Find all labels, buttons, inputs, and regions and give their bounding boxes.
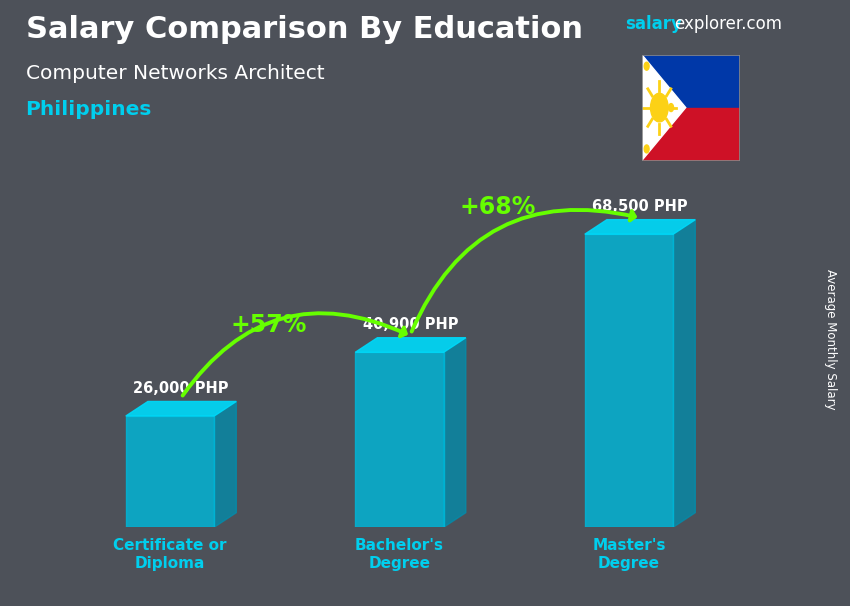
Bar <box>126 416 214 527</box>
Bar <box>642 55 740 108</box>
Polygon shape <box>214 401 236 527</box>
Bar <box>642 108 740 161</box>
Text: 26,000 PHP: 26,000 PHP <box>133 381 229 396</box>
Text: Philippines: Philippines <box>26 100 152 119</box>
Text: explorer.com: explorer.com <box>674 15 782 33</box>
Bar <box>585 234 673 527</box>
Polygon shape <box>642 55 686 161</box>
Polygon shape <box>126 401 236 416</box>
Text: Computer Networks Architect: Computer Networks Architect <box>26 64 324 82</box>
Polygon shape <box>355 338 466 352</box>
Polygon shape <box>585 219 695 234</box>
Text: Average Monthly Salary: Average Monthly Salary <box>824 269 837 410</box>
Text: +68%: +68% <box>460 195 536 219</box>
Circle shape <box>650 93 668 122</box>
Circle shape <box>669 104 673 112</box>
Text: +57%: +57% <box>230 313 307 337</box>
Circle shape <box>644 145 649 153</box>
Polygon shape <box>673 219 695 527</box>
Polygon shape <box>444 338 466 527</box>
Text: Salary Comparison By Education: Salary Comparison By Education <box>26 15 582 44</box>
Text: 68,500 PHP: 68,500 PHP <box>592 199 688 214</box>
Text: 40,900 PHP: 40,900 PHP <box>363 318 458 332</box>
Bar <box>355 352 444 527</box>
Text: salary: salary <box>625 15 682 33</box>
Circle shape <box>644 62 649 70</box>
